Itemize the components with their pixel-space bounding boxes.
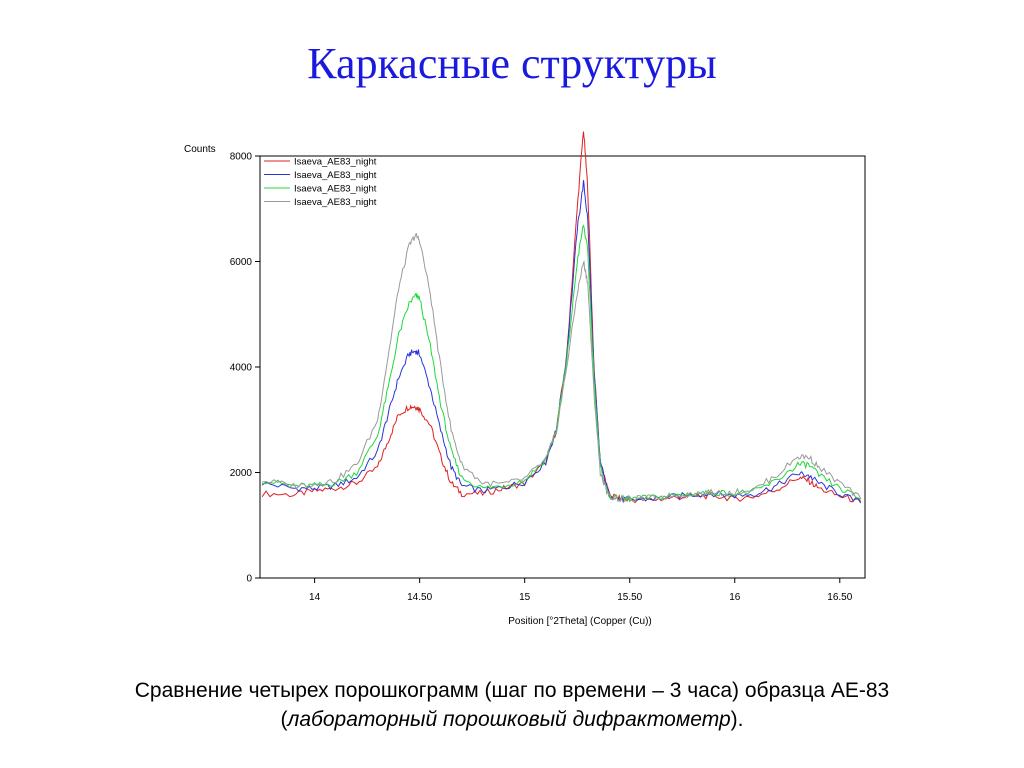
caption-line-1: Сравнение четырех порошкограмм (шаг по в… [134,679,890,702]
slide-title: Каркасные структуры [307,39,717,88]
y-tick-label: 2000 [230,468,253,479]
caption-paren-open: ( [280,708,288,731]
caption-line-2: (лабораторный порошковый дифрактометр). [0,705,1024,734]
y-tick-label: 8000 [230,152,253,163]
legend-label: Isaeva_AE83_night [294,157,377,168]
x-axis-label: Position [°2Theta] (Copper (Cu)) [508,616,652,627]
series-lines [261,131,862,504]
caption-italic-text: лабораторный порошковый дифрактометр [287,708,731,731]
x-axis: 14 14.50 15 15.50 16 16.50 [309,578,853,603]
legend: Isaeva_AE83_night Isaeva_AE83_night Isaeva… [264,157,377,208]
y-axis-label: Counts [184,144,216,155]
series-line [262,224,861,503]
plot-frame [259,155,866,579]
y-tick-label: 6000 [230,257,253,268]
slide-caption: Сравнение четырех порошкограмм (шаг по в… [0,676,1024,734]
x-tick-label: 14 [309,592,321,603]
x-tick-label: 14.50 [407,592,432,603]
x-tick-label: 16 [729,592,741,603]
y-tick-label: 4000 [230,363,253,374]
x-tick-label: 15 [519,592,531,603]
y-axis: 0 2000 4000 6000 8000 [230,152,260,585]
y-tick-label: 0 [246,574,252,585]
x-tick-label: 15.50 [617,592,642,603]
legend-label: Isaeva_AE83_night [294,170,377,181]
caption-paren-close: ). [730,708,744,731]
series-line [262,233,862,502]
legend-label: Isaeva_AE83_night [294,184,377,195]
x-tick-label: 16.50 [827,592,852,603]
legend-label: Isaeva_AE83_night [294,197,377,208]
